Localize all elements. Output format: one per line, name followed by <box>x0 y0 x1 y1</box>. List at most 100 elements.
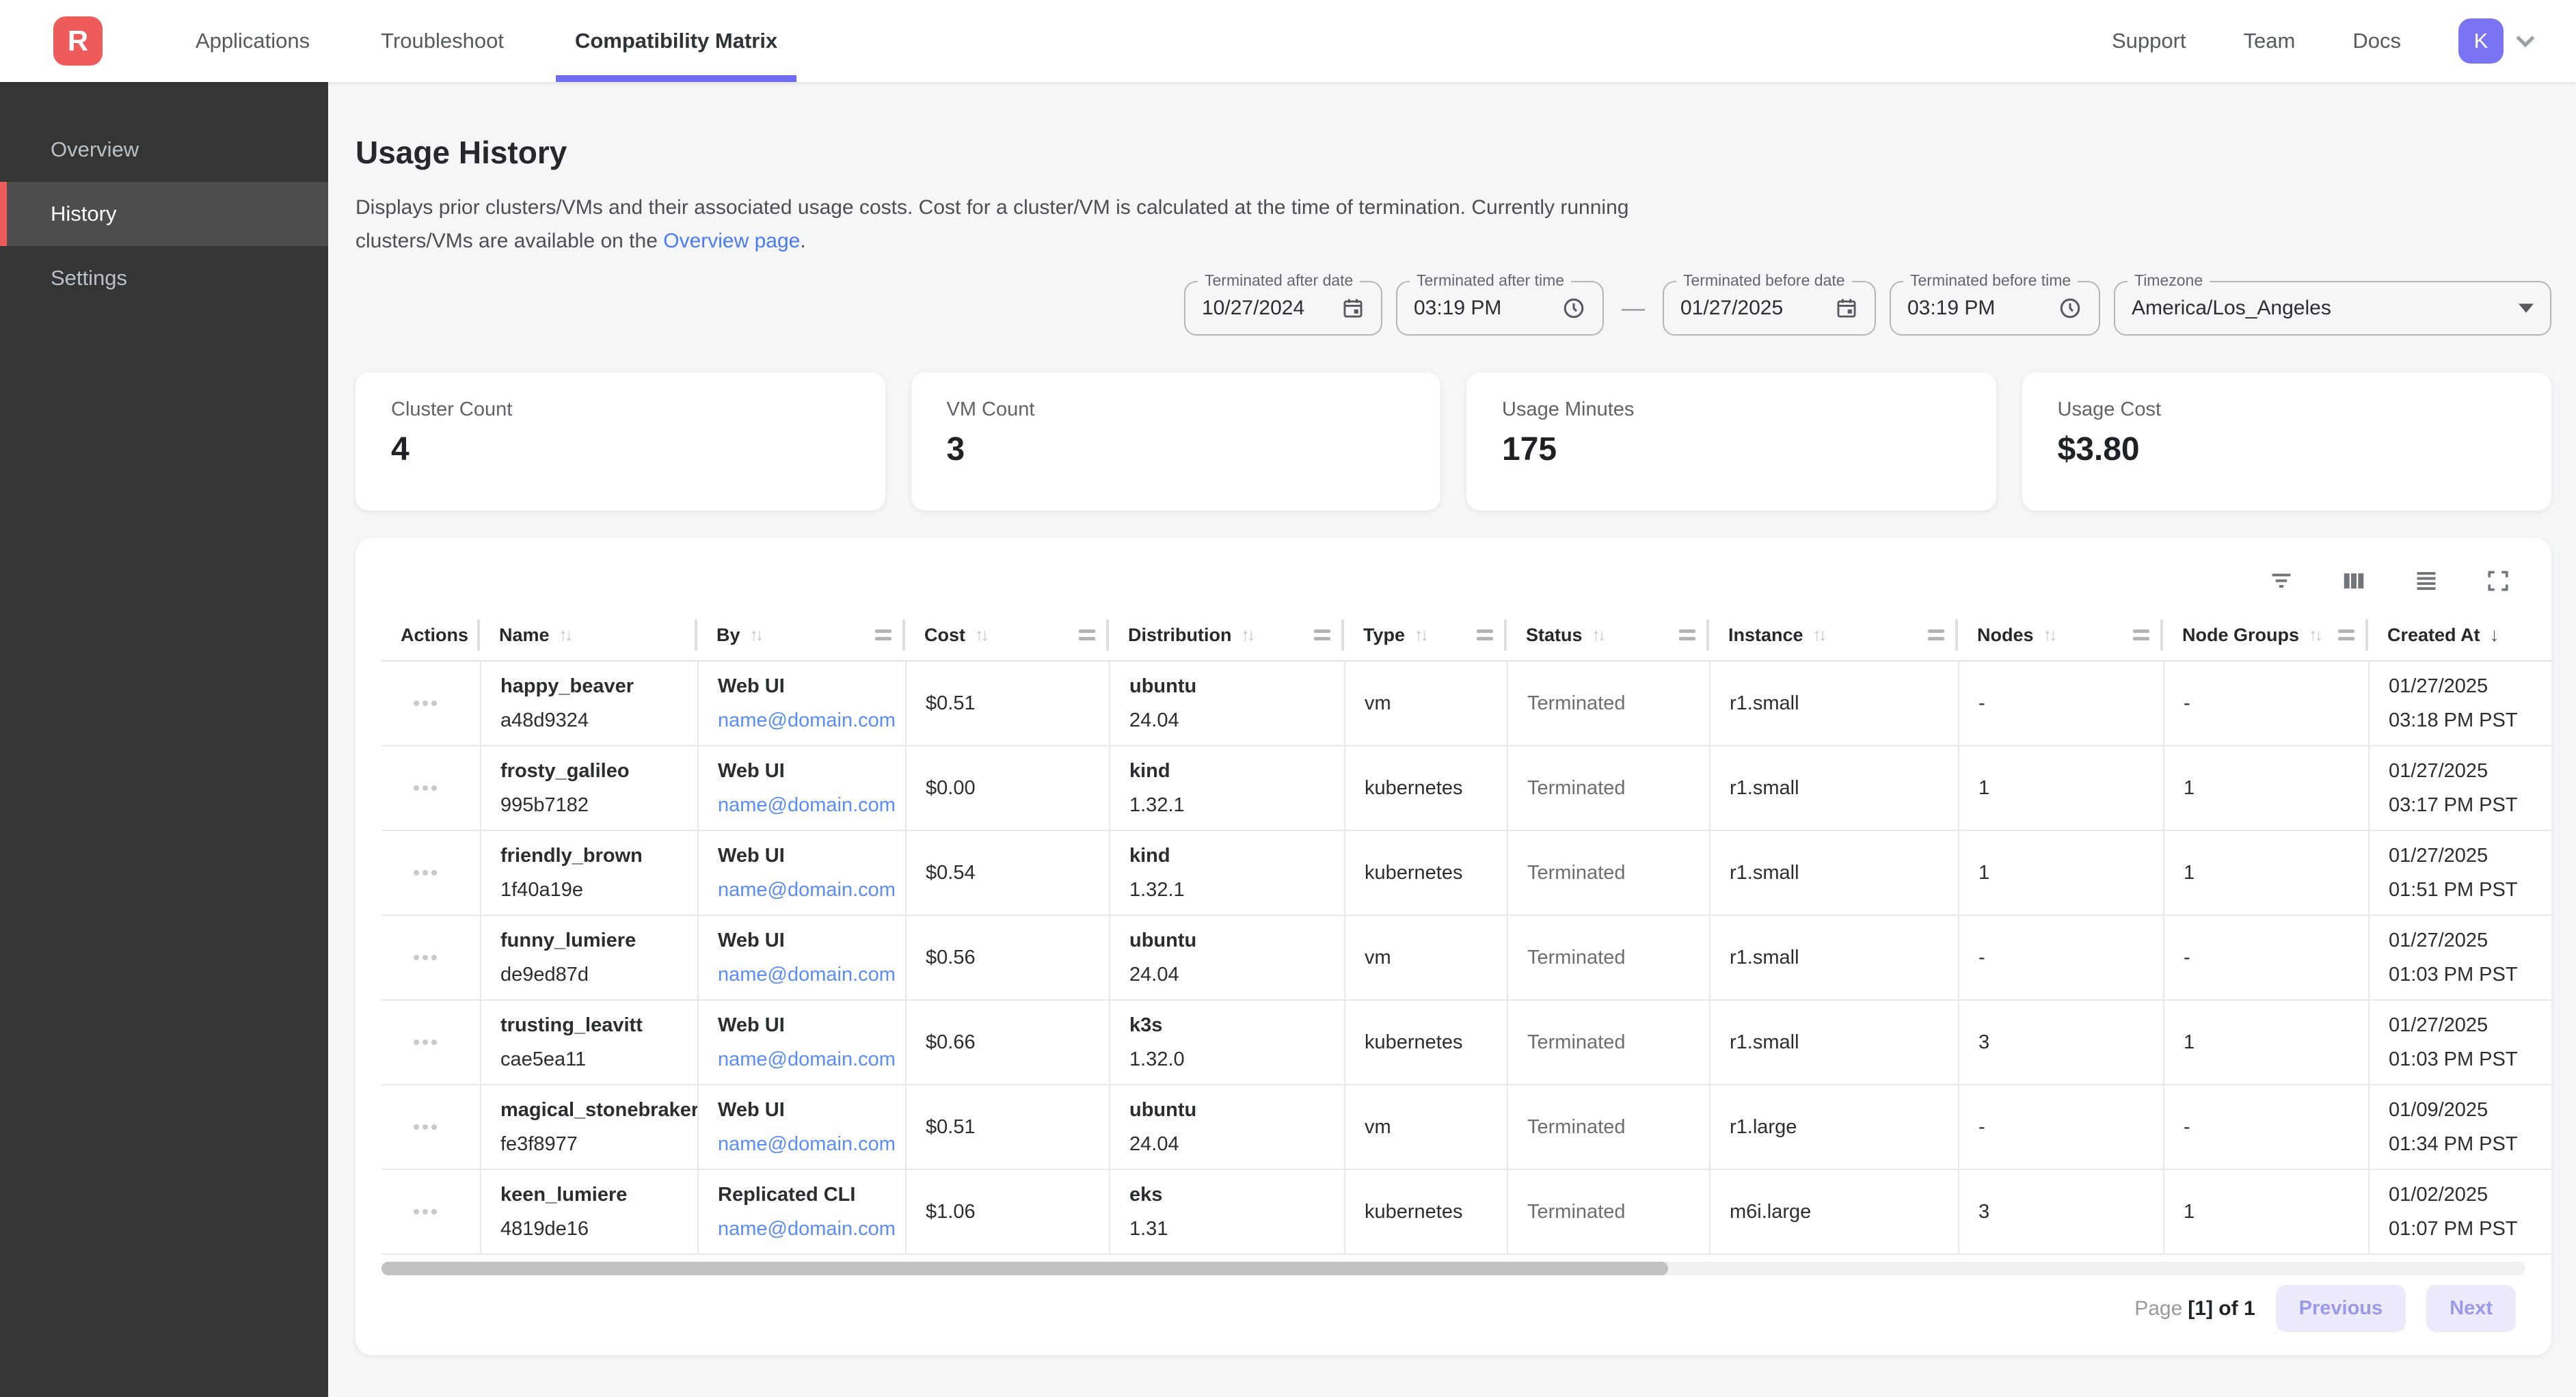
sort-icon: ↑↓ <box>749 625 764 645</box>
sidebar-item-overview[interactable]: Overview <box>51 137 139 161</box>
toolbar-density-icon[interactable] <box>2411 565 2442 601</box>
cell-cost: $1.06 <box>905 1170 1109 1254</box>
pagination: Page [1] of 1 Previous Next <box>2134 1285 2516 1333</box>
filter-timezone[interactable]: Timezone America/Los_Angeles <box>2114 271 2551 336</box>
column-header-created-at[interactable]: Created At ↓ <box>2368 610 2551 660</box>
calendar-icon <box>1835 297 1858 320</box>
cell-text: - <box>2184 692 2190 715</box>
sidebar-item-settings[interactable]: Settings <box>51 266 128 290</box>
calendar-icon <box>1341 297 1365 320</box>
filter-terminated-before-time[interactable]: Terminated before time 03:19 PM <box>1890 271 2100 336</box>
stat-value: 4 <box>391 431 410 468</box>
row-actions-button[interactable] <box>405 692 445 714</box>
column-menu-icon[interactable] <box>2133 629 2149 641</box>
cell-text: Terminated <box>1527 692 1626 715</box>
column-header-instance[interactable]: Instance ↑↓ <box>1709 610 1958 660</box>
row-actions-button[interactable] <box>405 1116 445 1138</box>
account-menu-button[interactable]: K <box>2458 18 2535 64</box>
cell-text: 1f40a19e <box>500 879 583 901</box>
cell-text: Web UI <box>718 675 785 697</box>
cell-text: r1.small <box>1730 947 1799 969</box>
column-header-distribution[interactable]: Distribution ↑↓ <box>1109 610 1344 660</box>
cell-text: 1.31 <box>1129 1218 1168 1240</box>
next-page-button[interactable]: Next <box>2426 1285 2516 1333</box>
column-menu-icon[interactable] <box>1477 629 1493 641</box>
cell-text: Terminated <box>1527 862 1626 884</box>
cell-text: 3 <box>1978 1201 1990 1223</box>
cell-text: 01:03 PM PST <box>2389 1048 2518 1071</box>
cell-instance: r1.small <box>1709 662 1958 746</box>
cell-text: r1.small <box>1730 692 1799 715</box>
row-by-email[interactable]: name@domain.com <box>718 1218 896 1240</box>
sort-icon: ↑↓ <box>975 625 989 645</box>
replicated-logo[interactable]: R <box>53 16 103 66</box>
cell-status: Terminated <box>1507 1170 1709 1254</box>
overview-page-link[interactable]: Overview page <box>663 229 801 252</box>
column-header-cost[interactable]: Cost ↑↓ <box>905 610 1109 660</box>
column-header-node-groups[interactable]: Node Groups ↑↓ <box>2163 610 2368 660</box>
column-menu-icon[interactable] <box>1928 629 1944 641</box>
cell-actions <box>381 916 480 999</box>
row-actions-button[interactable] <box>405 1031 445 1053</box>
row-by-email[interactable]: name@domain.com <box>718 1133 896 1156</box>
tab-applications[interactable]: Applications <box>196 29 310 53</box>
table-toolbar <box>355 554 2551 610</box>
cell-text: m6i.large <box>1730 1201 1812 1223</box>
cell-status: Terminated <box>1507 746 1709 830</box>
column-header-by[interactable]: By ↑↓ <box>697 610 905 660</box>
row-by-email[interactable]: name@domain.com <box>718 964 896 986</box>
sidebar-item-history[interactable]: History <box>0 182 328 246</box>
cell-nodes: - <box>1958 1085 2163 1169</box>
cell-text: Replicated CLI <box>718 1183 856 1206</box>
cell-text: vm <box>1365 1116 1391 1139</box>
row-actions-button[interactable] <box>405 862 445 884</box>
density-icon <box>2413 568 2439 599</box>
column-menu-icon[interactable] <box>2338 629 2354 641</box>
toolbar-filter-icon[interactable] <box>2266 565 2297 601</box>
previous-page-button[interactable]: Previous <box>2275 1285 2406 1333</box>
nav-link-support[interactable]: Support <box>2111 29 2186 53</box>
cell-text: kubernetes <box>1365 777 1463 800</box>
field-value: 03:19 PM <box>1907 297 1996 320</box>
cell-instance: m6i.large <box>1709 1170 1958 1254</box>
cell-status: Terminated <box>1507 1001 1709 1085</box>
column-header-nodes[interactable]: Nodes ↑↓ <box>1958 610 2163 660</box>
filter-terminated-after-date[interactable]: Terminated after date 10/27/2024 <box>1184 271 1382 336</box>
filter-terminated-after-time[interactable]: Terminated after time 03:19 PM <box>1396 271 1604 336</box>
main-content: Usage History Displays prior clusters/VM… <box>328 82 2576 1397</box>
column-header-status[interactable]: Status ↑↓ <box>1507 610 1709 660</box>
row-by-email[interactable]: name@domain.com <box>718 794 896 817</box>
scrollbar-thumb[interactable] <box>381 1262 1668 1276</box>
cell-text: k3s <box>1129 1014 1163 1036</box>
column-label: Actions <box>401 624 469 645</box>
tab-troubleshoot[interactable]: Troubleshoot <box>381 29 504 53</box>
cell-text: 1 <box>2184 1031 2195 1054</box>
column-header-name[interactable]: Name ↑↓ <box>480 610 697 660</box>
cell-text: 01:34 PM PST <box>2389 1133 2518 1156</box>
filter-terminated-before-date[interactable]: Terminated before date 01/27/2025 <box>1663 271 1876 336</box>
stat-label: Cluster Count <box>391 398 513 421</box>
nav-link-docs[interactable]: Docs <box>2352 29 2401 53</box>
cell-text: $0.66 <box>926 1031 976 1054</box>
cell-text: trusting_leavitt <box>500 1014 643 1036</box>
horizontal-scrollbar[interactable] <box>381 1262 2525 1276</box>
row-actions-button[interactable] <box>405 947 445 968</box>
field-value: 03:19 PM <box>1414 297 1502 320</box>
column-header-type[interactable]: Type ↑↓ <box>1344 610 1507 660</box>
column-menu-icon[interactable] <box>1679 629 1695 641</box>
row-actions-button[interactable] <box>405 777 445 799</box>
stat-label: Usage Cost <box>2057 398 2162 421</box>
toolbar-fullscreen-icon[interactable] <box>2483 566 2513 601</box>
toolbar-columns-icon[interactable] <box>2338 565 2370 601</box>
row-by-email[interactable]: name@domain.com <box>718 709 896 732</box>
row-by-email[interactable]: name@domain.com <box>718 879 896 901</box>
column-menu-icon[interactable] <box>1079 629 1095 641</box>
field-value: 10/27/2024 <box>1202 297 1305 320</box>
nav-link-team[interactable]: Team <box>2243 29 2296 53</box>
tab-compatibility-matrix[interactable]: Compatibility Matrix <box>539 0 813 82</box>
column-menu-icon[interactable] <box>875 629 891 641</box>
column-label: Distribution <box>1128 624 1232 645</box>
column-menu-icon[interactable] <box>1314 629 1330 641</box>
row-by-email[interactable]: name@domain.com <box>718 1048 896 1071</box>
row-actions-button[interactable] <box>405 1201 445 1223</box>
